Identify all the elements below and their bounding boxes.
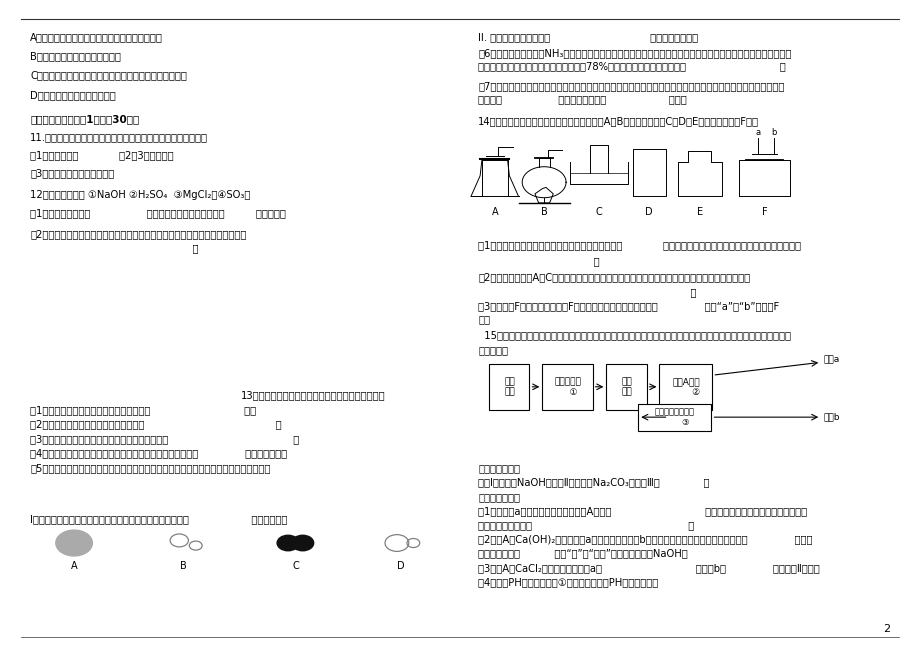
Text: 学式）。该实验           （填“能”或“不能”）说明样品中有NaOH。: 学式）。该实验 （填“能”或“不能”）说明样品中有NaOH。 <box>478 548 687 558</box>
FancyBboxPatch shape <box>606 363 646 410</box>
Text: II. 该反应中的最小粒子是                                （填粒子名称）。: II. 该反应中的最小粒子是 （填粒子名称）。 <box>478 32 698 42</box>
Text: （4）使用天然气热水器时要保证通风良好，避免生成有剧毒的               （填化学式）。: （4）使用天然气热水器时要保证通风良好，避免生成有剧毒的 （填化学式）。 <box>30 448 287 458</box>
Text: （1）其中属于盐的是                  （填序号），属于氧化物的是          （填序号）: （1）其中属于盐的是 （填序号），属于氧化物的是 （填序号） <box>30 208 286 218</box>
Circle shape <box>291 535 313 551</box>
Text: 11.学习化学，要求能用化学用语表述，按要求用化学用语填空：: 11.学习化学，要求能用化学用语表述，按要求用化学用语填空： <box>30 132 208 142</box>
Text: b: b <box>770 128 776 137</box>
Text: 。: 。 <box>478 287 696 297</box>
Text: D、高温锻烧一定质量的石灰石: D、高温锻烧一定质量的石灰石 <box>30 90 116 100</box>
Text: A、向一定质量表面生锈的鐵片中滴加盐酸至过量: A、向一定质量表面生锈的鐵片中滴加盐酸至过量 <box>30 32 163 42</box>
Text: （1）两个钙离子             （2）3个乙醇分子: （1）两个钙离子 （2）3个乙醇分子 <box>30 150 174 160</box>
Text: 猜想Ⅰ：全部是NaOH；猜想Ⅱ：全部是Na₂CO₃；猜想Ⅲ：              。: 猜想Ⅰ：全部是NaOH；猜想Ⅱ：全部是Na₂CO₃；猜想Ⅲ： 。 <box>478 477 709 487</box>
Text: 探究活动：: 探究活动： <box>478 345 507 355</box>
Text: 14、下面是几种实验室制取气体的发生装置（A、B）和收集装置（C、D、E），洗气装置（F）。: 14、下面是几种实验室制取气体的发生装置（A、B）和收集装置（C、D、E），洗气… <box>478 116 758 126</box>
Text: B: B <box>540 207 547 217</box>
FancyBboxPatch shape <box>541 363 592 410</box>
Text: 。: 。 <box>30 243 199 253</box>
Text: C、向盐酸和氯化鐵的混合溶液中滴加氯氧化钓溶液至过量: C、向盐酸和氯化鐵的混合溶液中滴加氯氧化钓溶液至过量 <box>30 70 187 81</box>
Text: （2）在一定条件下，能相互反应生成盐和水，且不属于中和反应的化学方程式为: （2）在一定条件下，能相互反应生成盐和水，且不属于中和反应的化学方程式为 <box>30 229 246 239</box>
Text: （7）近年来利川市各乡镇政府大力支持农村兴建沼气池。沼气的主要成分是甲烷，它是最简单的有机化合物；甲烷: （7）近年来利川市各乡镇政府大力支持农村兴建沼气池。沼气的主要成分是甲烷，它是最… <box>478 81 784 92</box>
Text: 。: 。 <box>478 256 599 266</box>
FancyBboxPatch shape <box>489 363 529 410</box>
Text: 宏观上由                  组成；微观上它由                    构成。: 宏观上由 组成；微观上它由 构成。 <box>478 94 686 104</box>
Text: （3）如果用F装置干燥氧气，则F装置中装入浓硫酸后，氧气应从               （填“a”或“b”）进入F: （3）如果用F装置干燥氧气，则F装置中装入浓硫酸后，氧气应从 （填“a”或“b”… <box>478 301 778 312</box>
Text: 2: 2 <box>881 624 889 634</box>
Text: 现象b: 现象b <box>823 413 839 422</box>
FancyBboxPatch shape <box>659 363 711 410</box>
FancyBboxPatch shape <box>638 404 710 431</box>
Text: 12、现有四种物质 ①NaOH ②H₂SO₄  ③MgCl₂、④SO₃。: 12、现有四种物质 ①NaOH ②H₂SO₄ ③MgCl₂、④SO₃。 <box>30 190 250 200</box>
Text: I．根据质量守恒定律判断，上述微观示意图中缺少的粒子是                    （填序号）。: I．根据质量守恒定律判断，上述微观示意图中缺少的粒子是 （填序号）。 <box>30 514 288 525</box>
Text: 适量A溶液
       ②: 适量A溶液 ② <box>671 377 699 396</box>
Text: 滴入无色酔酘试液
        ③: 滴入无色酔酘试液 ③ <box>654 408 694 427</box>
Circle shape <box>277 535 299 551</box>
Text: a: a <box>754 128 760 137</box>
Text: （3）打开可乐瓶有大量气泡逸出，说明气体溶解度                                        。: （3）打开可乐瓶有大量气泡逸出，说明气体溶解度 。 <box>30 434 300 444</box>
Text: A: A <box>491 207 497 217</box>
Text: C: C <box>595 207 602 217</box>
Text: （4）若用PH试纸测定操作①所得无色溶液的PH，操作方法为: （4）若用PH试纸测定操作①所得无色溶液的PH，操作方法为 <box>478 577 777 587</box>
Text: E: E <box>696 207 702 217</box>
Text: （1）实验室制取并收集二氧化砢时应选用的付器装置             （填字母标号）；检验二氧化砢是否集满的方法是：: （1）实验室制取并收集二氧化砢时应选用的付器装置 （填字母标号）；检验二氧化砢是… <box>478 240 800 250</box>
Circle shape <box>56 530 92 556</box>
Text: 》对固体猜想《: 》对固体猜想《 <box>478 463 520 473</box>
Text: 现象a: 现象a <box>823 355 838 364</box>
Text: A: A <box>71 561 77 571</box>
Text: D: D <box>396 561 404 571</box>
Text: （3）若A是CaCl₂溶液，当实验现象a为                              ，现象b为               ，则猜想Ⅱ成立。: （3）若A是CaCl₂溶液，当实验现象a为 ，现象b为 ，则猜想Ⅱ成立。 <box>478 563 819 573</box>
Text: （5）为提高炭的利用率，可将炭与水蒸气反应得到两种可燃性气体，其微观示意图如下：: （5）为提高炭的利用率，可将炭与水蒸气反应得到两种可燃性气体，其微观示意图如下： <box>30 463 270 473</box>
Text: 15、兴趣小组同学为了探究实验室中久置的氯氧化钓固体的成分，进行了如下探究实验。请你与他们一起完成以下: 15、兴趣小组同学为了探究实验室中久置的氯氧化钓固体的成分，进行了如下探究实验。… <box>478 331 790 340</box>
Text: （1）若现象a为有气泡产生，则加入的A溶液是                              ，说明氯氧化钓已经变质，有气泡产生: （1）若现象a为有气泡产生，则加入的A溶液是 ，说明氯氧化钓已经变质，有气泡产生 <box>478 506 807 516</box>
Text: C: C <box>291 561 299 571</box>
Text: 13、化学与生产生活、社会发展息息相关，请回答。: 13、化学与生产生活、社会发展息息相关，请回答。 <box>240 390 385 400</box>
Text: D: D <box>645 207 652 217</box>
Text: 适量水溶解
    ①: 适量水溶解 ① <box>553 377 580 396</box>
Text: （3）氧化鐵中鐵元素的化合价: （3）氧化鐵中鐵元素的化合价 <box>30 168 114 178</box>
Text: 》实验和推断《: 》实验和推断《 <box>478 492 520 502</box>
Text: 中。: 中。 <box>478 314 490 325</box>
Text: （1）家用净水器中使用活性炭是利用了它的                              性。: （1）家用净水器中使用活性炭是利用了它的 性。 <box>30 405 256 415</box>
Text: （2）鐵粉是常见的食品保鲜剂，其原因是                                          。: （2）鐵粉是常见的食品保鲜剂，其原因是 。 <box>30 419 281 429</box>
Text: 无色
溶液: 无色 溶液 <box>620 377 631 396</box>
Text: 气体单质，该气体占空气的体积分数约为78%。氨气燃烧反应的化学方程式                              。: 气体单质，该气体占空气的体积分数约为78%。氨气燃烧反应的化学方程式 。 <box>478 61 785 71</box>
Text: 的反应的化学方程式                                                  。: 的反应的化学方程式 。 <box>478 520 694 531</box>
Text: B、向一定质量的稀硫酸中滴加水: B、向一定质量的稀硫酸中滴加水 <box>30 51 121 61</box>
Text: （6）经研究发现氨气（NH₃）燃烧的产物没有污染，且释放大量能量，有一定应用前景。氨气燃烧生成水和另一种: （6）经研究发现氨气（NH₃）燃烧的产物没有污染，且释放大量能量，有一定应用前景… <box>478 48 791 58</box>
Text: F: F <box>761 207 766 217</box>
Text: （2）若A是Ca(OH)₂溶液，现象a有白色沉淠，现象b为无色酔酘试液变红色，则白色沉淠为               （填化: （2）若A是Ca(OH)₂溶液，现象a有白色沉淠，现象b为无色酔酘试液变红色，则… <box>478 534 811 545</box>
Text: （2）上述装置中的A和C组合后，可以用来利取并收集氧气，写出实验室制取该气体的化学方程式：: （2）上述装置中的A和C组合后，可以用来利取并收集氧气，写出实验室制取该气体的化… <box>478 272 750 282</box>
Text: 固体
样品: 固体 样品 <box>504 377 515 396</box>
Text: 二、非选择题（每空1分，共30分）: 二、非选择题（每空1分，共30分） <box>30 114 140 124</box>
Text: B: B <box>180 561 187 571</box>
